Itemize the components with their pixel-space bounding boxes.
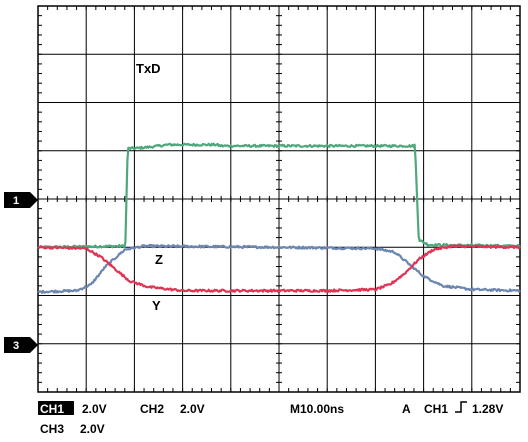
trigger-source: CH1 [424, 402, 448, 416]
ch1-label: CH1 [40, 402, 64, 416]
channel-3-marker-label: 3 [13, 340, 19, 352]
trigger-mode: A [402, 402, 411, 416]
channel-1-marker-label: 1 [13, 195, 19, 207]
trace-label-txd: TxD [136, 61, 161, 76]
trace-y [37, 244, 521, 293]
trace-label-z: Z [155, 252, 163, 267]
ch1-scale: 2.0V [82, 402, 107, 416]
ch2-label: CH2 [140, 402, 164, 416]
channel-3-marker: 3 [4, 337, 38, 353]
rising-edge-icon [455, 401, 467, 413]
ch3-scale: 2.0V [80, 422, 105, 436]
ch1-label-highlight [38, 401, 74, 415]
timebase: M10.00ns [290, 402, 344, 416]
trace-z [37, 243, 521, 294]
ch3-label: CH3 [40, 422, 64, 436]
ch2-scale: 2.0V [180, 402, 205, 416]
trace-label-y: Y [152, 298, 161, 313]
trigger-level: 1.28V [472, 402, 503, 416]
channel-1-marker: 1 [4, 192, 38, 208]
waveform-traces [37, 142, 521, 294]
trace-txd [37, 142, 521, 249]
graticule-grid [37, 5, 521, 393]
